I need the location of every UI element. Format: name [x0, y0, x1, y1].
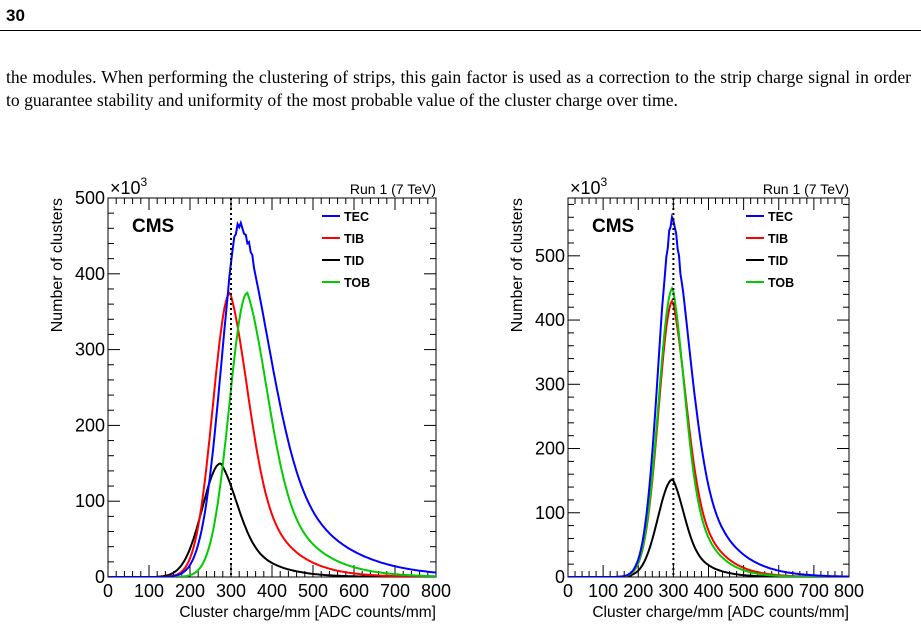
series-group — [108, 219, 436, 577]
y-axis: 0 100 200 300 400 500 — [75, 188, 436, 587]
cms-label: CMS — [592, 216, 634, 237]
plot-frame — [567, 197, 850, 578]
legend: TEC TIB TID TOB — [322, 210, 370, 290]
x-axis: 0 100 200 300 400 500 600 700 800 — [103, 198, 451, 601]
plot-frame — [107, 197, 437, 578]
cluster-charge-chart-left: 0 100 200 300 400 500 600 700 800 0 100 200 300 400 50… — [49, 175, 451, 621]
x-tick-label: 800 — [421, 581, 451, 601]
header-rule — [0, 30, 921, 31]
x-tick-label: 600 — [764, 581, 794, 601]
series-group — [568, 213, 849, 577]
figure-panel-right: 0 100 200 300 400 500 600 700 800 0 100 200 300 400 50… — [460, 170, 920, 629]
x-tick-label: 400 — [693, 581, 723, 601]
y-tick-label: 200 — [535, 439, 565, 459]
y-tick-label: 400 — [75, 264, 105, 284]
legend-label-tid: TID — [344, 254, 364, 268]
x-tick-label: 0 — [103, 581, 113, 601]
x-tick-label: 200 — [623, 581, 653, 601]
y-tick-label: 500 — [75, 188, 105, 208]
x-tick-label: 200 — [175, 581, 205, 601]
y-tick-label: 400 — [535, 310, 565, 330]
legend-label-tib: TIB — [344, 232, 364, 246]
x-tick-label: 300 — [658, 581, 688, 601]
y-tick-label: 100 — [75, 491, 105, 511]
y-tick-label: 0 — [95, 567, 105, 587]
x-axis: 0 100 200 300 400 500 600 700 800 — [563, 198, 864, 601]
cms-label: CMS — [132, 216, 174, 237]
series-line-tec — [568, 213, 849, 577]
x-tick-label: 700 — [380, 581, 410, 601]
x-tick-label: 100 — [134, 581, 164, 601]
x-tick-label: 600 — [339, 581, 369, 601]
legend-label-tob: TOB — [344, 276, 370, 290]
x-tick-label: 0 — [563, 581, 573, 601]
y-tick-label: 300 — [75, 340, 105, 360]
y-tick-label: 0 — [555, 567, 565, 587]
y-axis: 0 100 200 300 400 500 — [535, 203, 849, 587]
x-tick-label: 500 — [729, 581, 759, 601]
x-axis-title: Cluster charge/mm [ADC counts/mm] — [592, 604, 849, 621]
series-line-tec — [108, 219, 436, 577]
y-tick-label: 300 — [535, 374, 565, 394]
cluster-charge-chart-right: 0 100 200 300 400 500 600 700 800010020030040050… — [509, 175, 864, 621]
series-line-tid — [108, 462, 436, 577]
multiplier-exponent: 3 — [601, 175, 608, 189]
y-tick-label: 200 — [75, 415, 105, 435]
x-tick-label: 700 — [799, 581, 829, 601]
run-label: Run 1 (7 TeV) — [763, 181, 849, 197]
x-tick-label: 300 — [216, 581, 246, 601]
y-tick-label: 100 — [535, 503, 565, 523]
legend-label-tob: TOB — [768, 276, 794, 290]
axis-multiplier: ×103 — [570, 175, 608, 198]
page-number: 30 — [6, 6, 25, 25]
run-label: Run 1 (7 TeV) — [350, 181, 436, 197]
y-tick-label: 500 — [535, 246, 565, 266]
multiplier-base: ×10 — [110, 178, 141, 198]
legend-label-tec: TEC — [768, 210, 793, 224]
x-tick-label: 800 — [834, 581, 864, 601]
x-axis-title: Cluster charge/mm [ADC counts/mm] — [179, 604, 436, 621]
figure-panel-left: 0 100 200 300 400 500 600 700 800 0 100 200 300 400 50… — [0, 170, 460, 629]
legend-label-tec: TEC — [344, 210, 369, 224]
legend-label-tib: TIB — [768, 232, 788, 246]
x-tick-label: 500 — [298, 581, 328, 601]
x-tick-label: 100 — [588, 581, 618, 601]
y-axis-title: Number of clusters — [49, 198, 66, 332]
legend: TEC TIB TID TOB — [746, 210, 794, 290]
series-line-tib — [108, 291, 436, 577]
multiplier-base: ×10 — [570, 178, 601, 198]
body-text: the modules. When performing the cluster… — [6, 66, 911, 112]
y-axis-title: Number of clusters — [509, 198, 526, 332]
series-line-tob — [568, 285, 849, 577]
paragraph: the modules. When performing the cluster… — [6, 67, 911, 110]
multiplier-exponent: 3 — [141, 175, 148, 189]
legend-label-tid: TID — [768, 254, 788, 268]
x-tick-label: 400 — [257, 581, 287, 601]
series-line-tob — [108, 291, 436, 577]
axis-multiplier: ×103 — [110, 175, 148, 198]
